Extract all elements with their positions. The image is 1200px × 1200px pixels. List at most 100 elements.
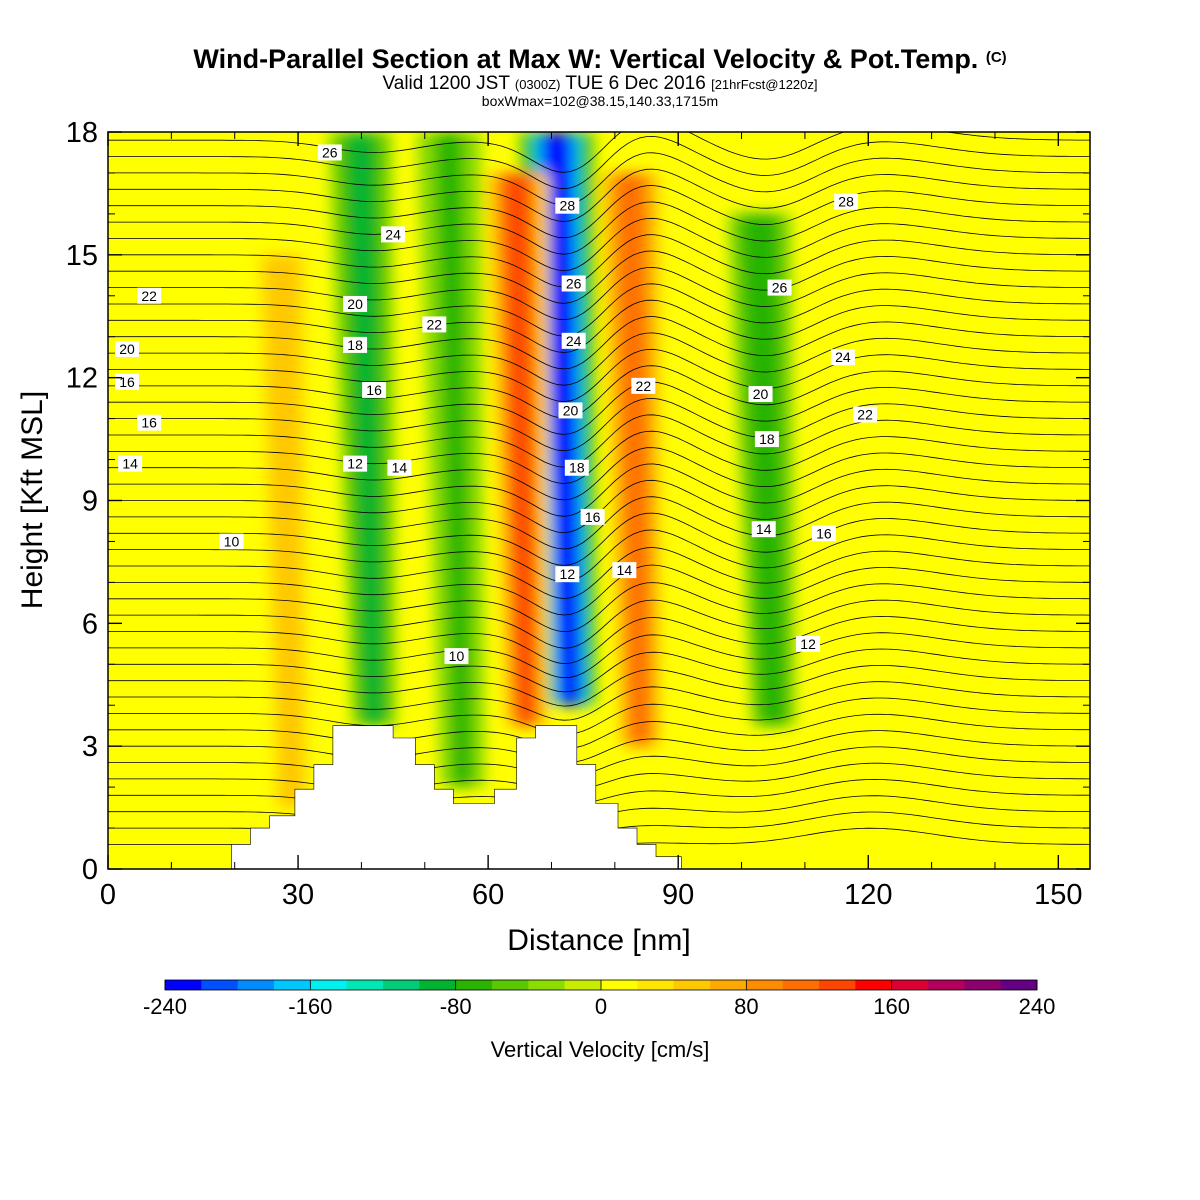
theta-label: 10 bbox=[219, 533, 244, 550]
theta-label-text: 26 bbox=[772, 280, 788, 296]
theta-contour bbox=[108, 168, 1090, 222]
x-tick-label: 0 bbox=[100, 879, 116, 911]
colorbar-swatch bbox=[419, 980, 457, 990]
theta-label-text: 12 bbox=[560, 566, 576, 582]
theta-label-bg bbox=[555, 197, 580, 214]
chart-title: Wind-Parallel Section at Max W: Vertical… bbox=[193, 44, 1007, 74]
theta-label: 26 bbox=[561, 275, 586, 292]
x-axis-label: Distance [nm] bbox=[507, 924, 690, 957]
colorbar-tick-label: 240 bbox=[1019, 994, 1056, 1019]
theta-contour bbox=[108, 132, 1090, 173]
theta-label: 20 bbox=[558, 402, 583, 419]
valid-utc: (0300Z) bbox=[514, 77, 561, 92]
theta-label: 16 bbox=[115, 373, 140, 390]
y-axis-label: Height [Kft MSL] bbox=[16, 391, 49, 609]
theta-label-bg bbox=[834, 193, 859, 210]
theta-contour bbox=[108, 746, 1090, 778]
theta-label-text: 22 bbox=[141, 288, 157, 304]
theta-label: 14 bbox=[118, 455, 143, 472]
colorbar-swatch bbox=[165, 980, 202, 990]
theta-label-text: 20 bbox=[753, 386, 769, 402]
colorbar-swatch bbox=[782, 980, 820, 990]
theta-label-bg bbox=[137, 287, 162, 304]
theta-contour bbox=[108, 599, 1090, 649]
theta-contour bbox=[108, 348, 1090, 403]
theta-label-bg bbox=[561, 332, 586, 349]
theta-label-text: 16 bbox=[141, 415, 157, 431]
colorbar-swatch bbox=[855, 980, 893, 990]
colorbar-tick-label: -240 bbox=[143, 994, 187, 1019]
chart-box-info: boxWmax=102@38.15,140.33,1715m bbox=[481, 93, 719, 109]
theta-label-bg bbox=[748, 386, 773, 403]
theta-contour bbox=[108, 397, 1090, 452]
colorbar-swatch bbox=[528, 980, 566, 990]
x-tick-label: 150 bbox=[1034, 879, 1082, 911]
theta-contour bbox=[108, 217, 1090, 272]
y-tick-label: 3 bbox=[82, 731, 98, 763]
theta-label-bg bbox=[343, 295, 368, 312]
forecast-info: [21hrFcst@1220z] bbox=[711, 77, 818, 92]
theta-label: 22 bbox=[631, 377, 656, 394]
colorbar-tick-label: -160 bbox=[288, 994, 332, 1019]
theta-label-bg bbox=[811, 525, 836, 542]
theta-label: 16 bbox=[580, 508, 605, 525]
velocity-band bbox=[437, 132, 471, 788]
colorbar-swatch bbox=[201, 980, 239, 990]
theta-label: 12 bbox=[555, 566, 580, 583]
theta-contour bbox=[108, 681, 1090, 721]
theta-label-bg bbox=[115, 341, 140, 358]
theta-label: 16 bbox=[811, 525, 836, 542]
theta-label-text: 18 bbox=[569, 460, 585, 476]
theta-label-text: 16 bbox=[585, 509, 601, 525]
theta-label-text: 16 bbox=[366, 382, 382, 398]
theta-contour bbox=[108, 778, 1090, 809]
theta-contour bbox=[108, 135, 1090, 190]
theta-contour bbox=[108, 564, 1090, 616]
colorbar-swatch bbox=[928, 980, 965, 990]
theta-contour bbox=[108, 316, 1090, 370]
theta-label: 16 bbox=[137, 414, 162, 431]
theta-label-text: 12 bbox=[800, 636, 816, 652]
theta-label-bg bbox=[830, 349, 855, 366]
theta-contour bbox=[108, 582, 1090, 633]
theta-label-text: 28 bbox=[838, 194, 854, 210]
theta-label-bg bbox=[853, 406, 878, 423]
theta-label: 20 bbox=[748, 386, 773, 403]
theta-label-text: 12 bbox=[347, 456, 363, 472]
theta-contour bbox=[108, 547, 1090, 599]
theta-label: 16 bbox=[362, 381, 387, 398]
colorbar-swatch bbox=[964, 980, 1002, 990]
theta-label-bg bbox=[343, 336, 368, 353]
theta-label-bg bbox=[219, 533, 244, 550]
theta-label-bg bbox=[387, 459, 412, 476]
theta-label: 10 bbox=[444, 648, 469, 665]
theta-label: 24 bbox=[830, 349, 855, 366]
theta-label-text: 14 bbox=[392, 460, 408, 476]
theta-label: 28 bbox=[555, 197, 580, 214]
theta-contour bbox=[108, 496, 1090, 550]
theta-contour bbox=[108, 332, 1090, 386]
x-tick-label: 30 bbox=[282, 879, 314, 911]
theta-label-text: 22 bbox=[636, 378, 652, 394]
velocity-band bbox=[505, 172, 534, 726]
theta-label-text: 24 bbox=[385, 226, 401, 242]
theta-contour bbox=[108, 250, 1090, 304]
theta-contour bbox=[108, 713, 1090, 750]
colorbar-swatch bbox=[601, 980, 638, 990]
theta-label-bg bbox=[422, 316, 447, 333]
theta-label: 26 bbox=[317, 144, 342, 161]
theta-label-text: 26 bbox=[322, 144, 338, 160]
theta-label: 28 bbox=[834, 193, 859, 210]
theta-label: 18 bbox=[343, 336, 368, 353]
theta-contours bbox=[108, 132, 1090, 858]
colorbar-tick-label: -80 bbox=[440, 994, 472, 1019]
theta-label-text: 10 bbox=[449, 648, 465, 664]
theta-label: 26 bbox=[767, 279, 792, 296]
theta-label: 18 bbox=[564, 459, 589, 476]
theta-label-text: 24 bbox=[835, 349, 851, 365]
theta-label-text: 28 bbox=[560, 198, 576, 214]
theta-label-text: 26 bbox=[566, 275, 582, 291]
theta-label-bg bbox=[612, 562, 637, 579]
theta-label-text: 22 bbox=[857, 407, 873, 423]
